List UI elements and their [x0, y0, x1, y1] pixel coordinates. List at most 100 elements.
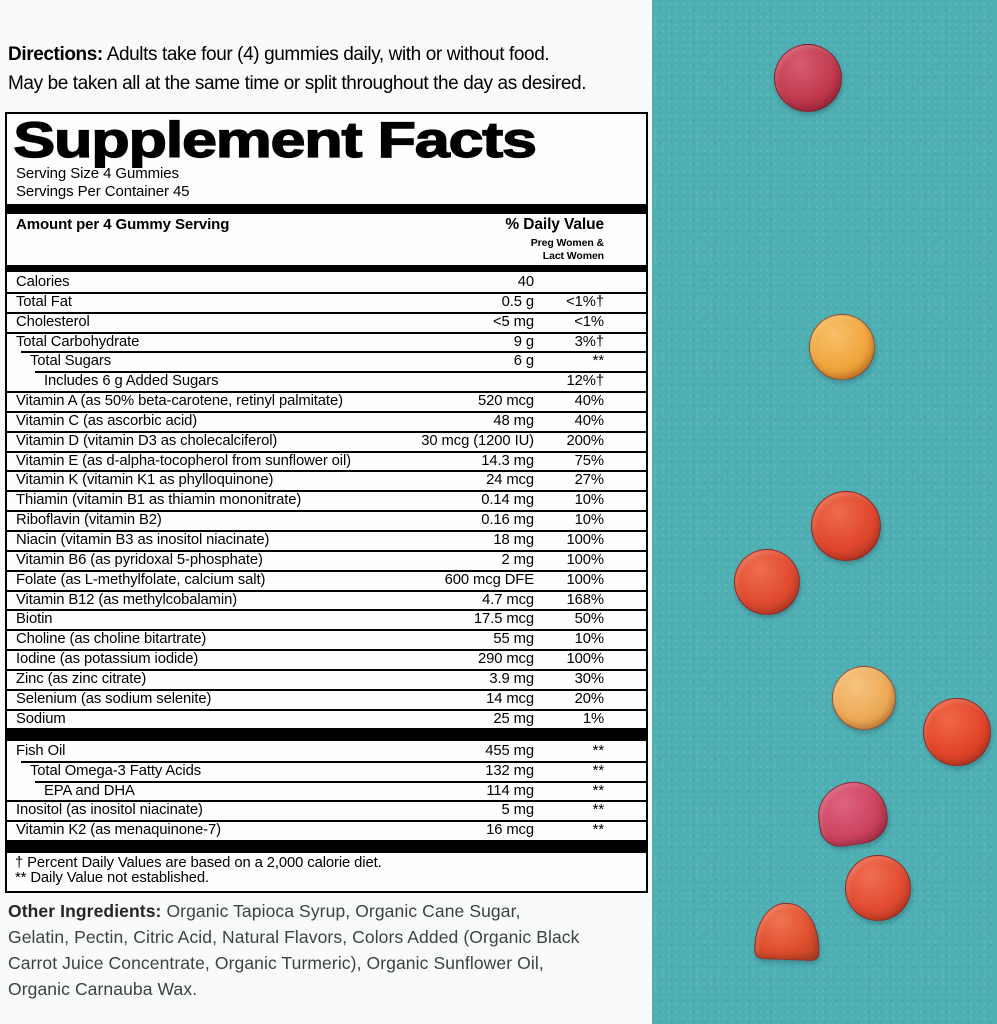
row-amount: 14.3 mg	[481, 452, 534, 469]
row-amount: 55 mg	[493, 631, 534, 648]
row-daily-value: **	[592, 782, 604, 799]
gummy-orange-round	[809, 314, 875, 380]
gummy-crimson-round	[774, 44, 842, 112]
row-daily-value: **	[592, 353, 604, 370]
table-row: Biotin 17.5 mcg 50%	[7, 609, 646, 630]
table-row: Vitamin C (as ascorbic acid) 48 mg 40%	[7, 410, 646, 431]
row-label: Zinc (as zinc citrate)	[16, 670, 147, 687]
table-row: Total Omega-3 Fatty Acids 132 mg **	[7, 761, 646, 781]
row-label: Niacin (vitamin B3 as inositol niacinate…	[16, 531, 270, 548]
servings-per-container: Servings Per Container 45	[16, 183, 190, 200]
directions-label: Directions:	[8, 44, 103, 65]
other-ingredients-line2: Gelatin, Pectin, Citric Acid, Natural Fl…	[8, 927, 580, 947]
table-row: Niacin (vitamin B3 as inositol niacinate…	[7, 529, 646, 550]
row-label: EPA and DHA	[44, 782, 135, 799]
serving-size: Serving Size 4 Gummies	[16, 165, 179, 182]
table-row: Inositol (as inositol niacinate) 5 mg **	[7, 800, 646, 821]
row-daily-value: 75%	[574, 452, 604, 469]
row-amount: 30 mcg (1200 IU)	[421, 432, 534, 449]
table-row: Vitamin B6 (as pyridoxal 5-phosphate) 2 m…	[7, 549, 646, 570]
footnote-daily-values: † Percent Daily Values are based on a 2,…	[15, 854, 382, 871]
row-amount: 5 mg	[501, 802, 535, 819]
directions-line2: May be taken all at the same time or spl…	[8, 73, 587, 94]
row-daily-value: 27%	[574, 472, 604, 489]
row-amount: 24 mcg	[486, 472, 534, 489]
table-header: Amount per 4 Gummy Serving % Daily Value	[7, 214, 646, 235]
row-label: Vitamin K2 (as menaquinone-7)	[16, 822, 221, 839]
supplement-facts-title: Supplement Facts	[12, 112, 537, 168]
gummy-red-round-lower	[845, 855, 911, 921]
row-label: Vitamin B6 (as pyridoxal 5-phosphate)	[16, 551, 263, 568]
row-label: Choline (as choline bitartrate)	[16, 631, 207, 648]
other-ingredients: Other Ingredients: Organic Tapioca Syrup…	[8, 898, 628, 1002]
daily-value-subheader: Preg Women & Lact Women	[7, 235, 646, 265]
row-amount: 0.5 g	[501, 293, 535, 310]
row-amount: 25 mg	[493, 710, 534, 727]
table-row: Vitamin K (vitamin K1 as phylloquinone) 2…	[7, 470, 646, 491]
row-amount: <5 mg	[492, 313, 534, 330]
row-amount: 48 mg	[493, 412, 534, 429]
row-daily-value: **	[592, 763, 604, 780]
table-row: Sodium 25 mg 1%	[7, 708, 646, 729]
row-amount: 9 g	[513, 333, 534, 350]
row-daily-value: 30%	[574, 670, 604, 687]
other-ingredients-line1: Other Ingredients: Organic Tapioca Syrup…	[8, 898, 628, 924]
row-label: Vitamin A (as 50% beta-carotene, retinyl…	[16, 393, 343, 410]
dv-subheader-line2: Lact Women	[542, 250, 604, 262]
dv-subheader-line1: Preg Women &	[530, 237, 604, 249]
table-row: Vitamin A (as 50% beta-carotene, retinyl…	[7, 391, 646, 411]
supplement-label-panel: Directions: Adults take four (4) gummies…	[5, 44, 648, 1002]
row-label: Vitamin K (vitamin K1 as phylloquinone)	[16, 472, 274, 489]
other-ingredients-label: Other Ingredients:	[8, 901, 162, 921]
row-daily-value: **	[592, 822, 604, 839]
row-amount: 0.16 mg	[481, 512, 534, 529]
row-daily-value: **	[592, 743, 604, 760]
row-daily-value: 1%	[582, 710, 604, 727]
row-label: Total Carbohydrate	[16, 333, 140, 350]
table-row: Vitamin E (as d-alpha-tocopherol from su…	[7, 450, 646, 471]
row-daily-value: 10%	[574, 492, 604, 509]
row-daily-value: <1%†	[566, 293, 604, 310]
row-daily-value: 12%†	[566, 373, 605, 390]
row-daily-value: 20%	[574, 690, 604, 707]
row-amount: 40	[517, 274, 534, 290]
row-amount: 16 mcg	[486, 822, 534, 839]
table-row: Vitamin K2 (as menaquinone-7) 16 mcg **	[7, 820, 646, 840]
row-amount: 4.7 mcg	[482, 591, 534, 608]
gummy-pink-gumdrop	[813, 777, 892, 850]
row-daily-value: 50%	[574, 611, 604, 628]
table-row: Cholesterol <5 mg <1%	[7, 311, 646, 332]
rows-secondary: Fish Oil 455 mg ** Total Omega-3 Fatty Acid…	[7, 741, 646, 840]
table-row: Vitamin B12 (as methylcobalamin) 4.7 mcg 1…	[7, 589, 646, 610]
row-label: Vitamin D (vitamin D3 as cholecalciferol…	[16, 432, 278, 449]
row-label: Fish Oil	[16, 743, 66, 760]
row-amount: 0.14 mg	[481, 492, 534, 509]
row-amount: 600 mcg DFE	[444, 571, 534, 588]
table-row: Calories 40	[7, 272, 646, 292]
row-daily-value: 200%	[566, 432, 605, 449]
gummy-red-round-left	[734, 549, 800, 615]
footnote-not-established: ** Daily Value not established.	[15, 870, 210, 887]
gummy-light-orange-round	[832, 666, 896, 730]
row-daily-value: 100%	[566, 551, 605, 568]
row-daily-value: **	[592, 802, 604, 819]
row-label: Biotin	[16, 611, 53, 628]
other-ingredients-text: Organic Tapioca Syrup, Organic Cane Suga…	[166, 901, 521, 921]
table-row: Total Fat 0.5 g <1%†	[7, 291, 646, 312]
row-daily-value: 100%	[566, 531, 605, 548]
row-amount: 2 mg	[501, 551, 535, 568]
row-amount: 114 mg	[486, 782, 534, 799]
row-daily-value: 10%	[574, 631, 604, 648]
row-amount: 18 mg	[493, 531, 534, 548]
other-ingredients-line4: Organic Carnauba Wax.	[8, 979, 198, 999]
divider-bar	[7, 265, 646, 272]
row-label: Folate (as L-methylfolate, calcium salt)	[16, 571, 266, 588]
row-label: Sodium	[16, 710, 66, 727]
amount-column-header: Amount per 4 Gummy Serving	[16, 216, 230, 233]
rows-main: Calories 40 Total Fat 0.5 g <1%† Cholesterol <…	[7, 272, 646, 729]
gummy-red-gumdrop	[754, 901, 821, 962]
row-amount: 6 g	[513, 353, 534, 370]
footnotes: † Percent Daily Values are based on a 2,…	[7, 853, 646, 891]
table-row: Iodine (as potassium iodide) 290 mcg 100%	[7, 649, 646, 669]
